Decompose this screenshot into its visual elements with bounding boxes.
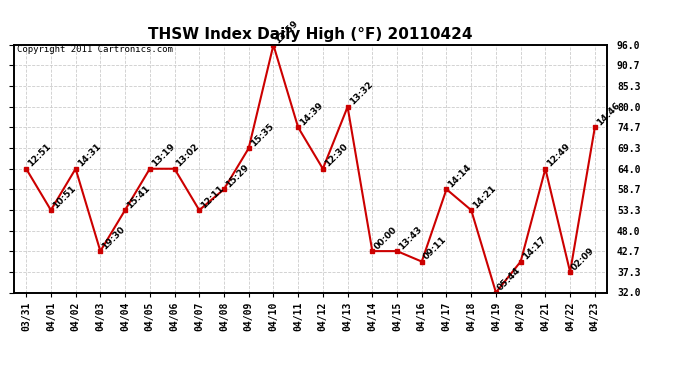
- Text: 14:21: 14:21: [471, 183, 498, 210]
- Text: 15:29: 15:29: [224, 162, 250, 189]
- Text: 14:46: 14:46: [595, 100, 622, 128]
- Text: 13:02: 13:02: [175, 142, 201, 169]
- Text: 14:39: 14:39: [298, 100, 325, 128]
- Text: 15:35: 15:35: [248, 122, 275, 148]
- Text: 15:41: 15:41: [125, 183, 152, 210]
- Text: 13:32: 13:32: [348, 80, 374, 107]
- Title: THSW Index Daily High (°F) 20110424: THSW Index Daily High (°F) 20110424: [148, 27, 473, 42]
- Text: 09:11: 09:11: [422, 235, 448, 262]
- Text: 12:49: 12:49: [545, 142, 572, 169]
- Text: 13:59: 13:59: [273, 18, 300, 45]
- Text: 00:00: 00:00: [373, 225, 399, 251]
- Text: 14:31: 14:31: [76, 142, 102, 169]
- Text: 12:51: 12:51: [26, 142, 52, 169]
- Text: 12:11: 12:11: [199, 183, 226, 210]
- Text: 05:44: 05:44: [496, 266, 522, 292]
- Text: 10:51: 10:51: [51, 184, 77, 210]
- Text: 12:30: 12:30: [323, 142, 349, 169]
- Text: Copyright 2011 Cartronics.com: Copyright 2011 Cartronics.com: [17, 45, 172, 54]
- Text: 13:43: 13:43: [397, 224, 424, 251]
- Text: 19:30: 19:30: [100, 225, 127, 251]
- Text: 14:17: 14:17: [521, 235, 547, 262]
- Text: 14:14: 14:14: [446, 162, 473, 189]
- Text: 13:19: 13:19: [150, 142, 177, 169]
- Text: 02:09: 02:09: [570, 246, 597, 272]
